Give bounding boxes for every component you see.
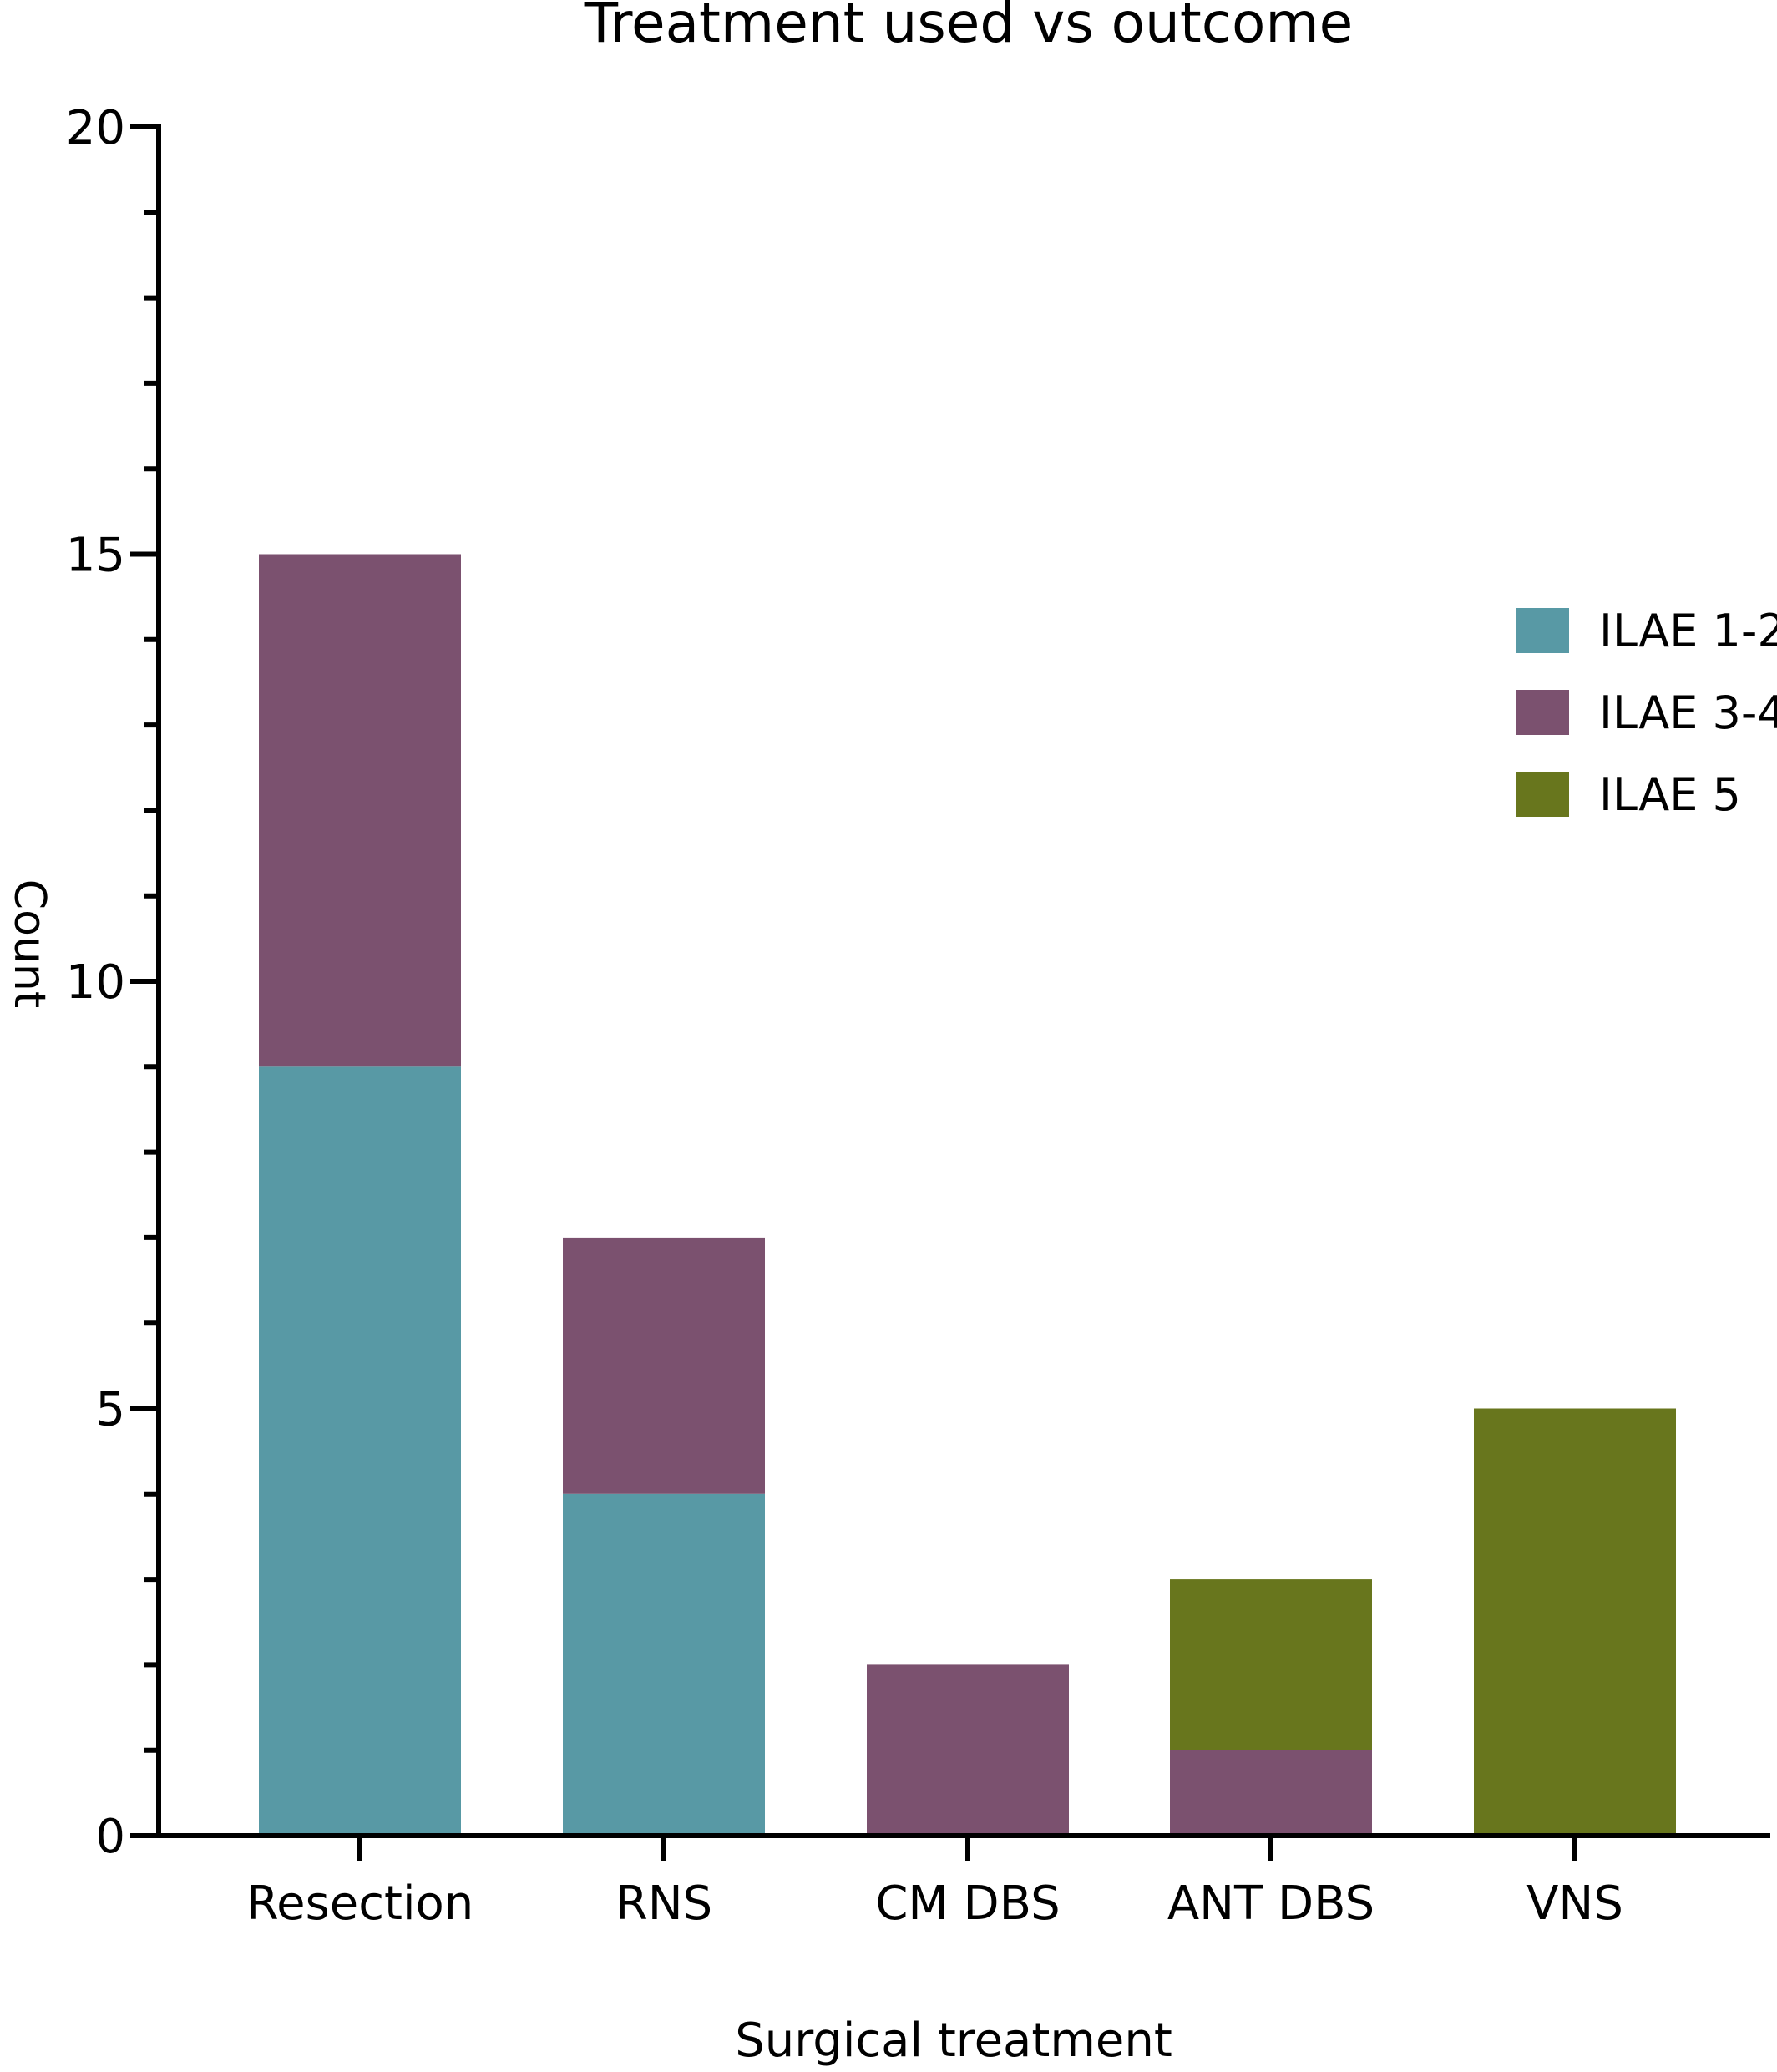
legend-label-1: ILAE 1-2 xyxy=(1599,605,1777,657)
plot-area: 0 5 10 15 20 Resection RNS CM DBS ANT DBS VNS xyxy=(66,101,1770,1931)
legend-swatch-1 xyxy=(1516,608,1569,653)
bar-segment-2-2 xyxy=(563,1237,765,1494)
x-tick-label: RNS xyxy=(615,1877,712,1931)
legend-swatch-3 xyxy=(1516,772,1569,817)
x-tick-label: VNS xyxy=(1526,1877,1623,1931)
y-tick-label: 20 xyxy=(66,101,125,155)
bar-segment-2-3 xyxy=(867,1664,1069,1836)
x-axis-label: Surgical treatment xyxy=(735,2014,1172,2068)
x-tick-label: CM DBS xyxy=(875,1877,1060,1931)
legend-label-3: ILAE 5 xyxy=(1599,768,1741,821)
legend-label-2: ILAE 3-4 xyxy=(1599,686,1777,739)
legend-swatch-2 xyxy=(1516,690,1569,735)
bar-segment-3-5 xyxy=(1474,1408,1676,1836)
y-tick-label: 15 xyxy=(66,529,125,583)
bar-segment-3-4 xyxy=(1170,1579,1372,1750)
y-tick-label: 0 xyxy=(95,1810,125,1864)
chart-title: Treatment used vs outcome xyxy=(584,0,1354,55)
bar-segment-2-1 xyxy=(259,554,461,1067)
x-tick-label: Resection xyxy=(246,1877,474,1931)
y-tick-label: 10 xyxy=(66,955,125,1010)
bar-segment-2-4 xyxy=(1170,1750,1372,1836)
bar-segment-1-2 xyxy=(563,1493,765,1836)
bar-segment-1-1 xyxy=(259,1066,461,1836)
y-axis-label: Count xyxy=(4,879,54,1008)
legend: ILAE 1-2 ILAE 3-4 ILAE 5 xyxy=(1516,605,1777,821)
y-tick-label: 5 xyxy=(95,1383,125,1437)
x-tick-label: ANT DBS xyxy=(1167,1877,1375,1931)
